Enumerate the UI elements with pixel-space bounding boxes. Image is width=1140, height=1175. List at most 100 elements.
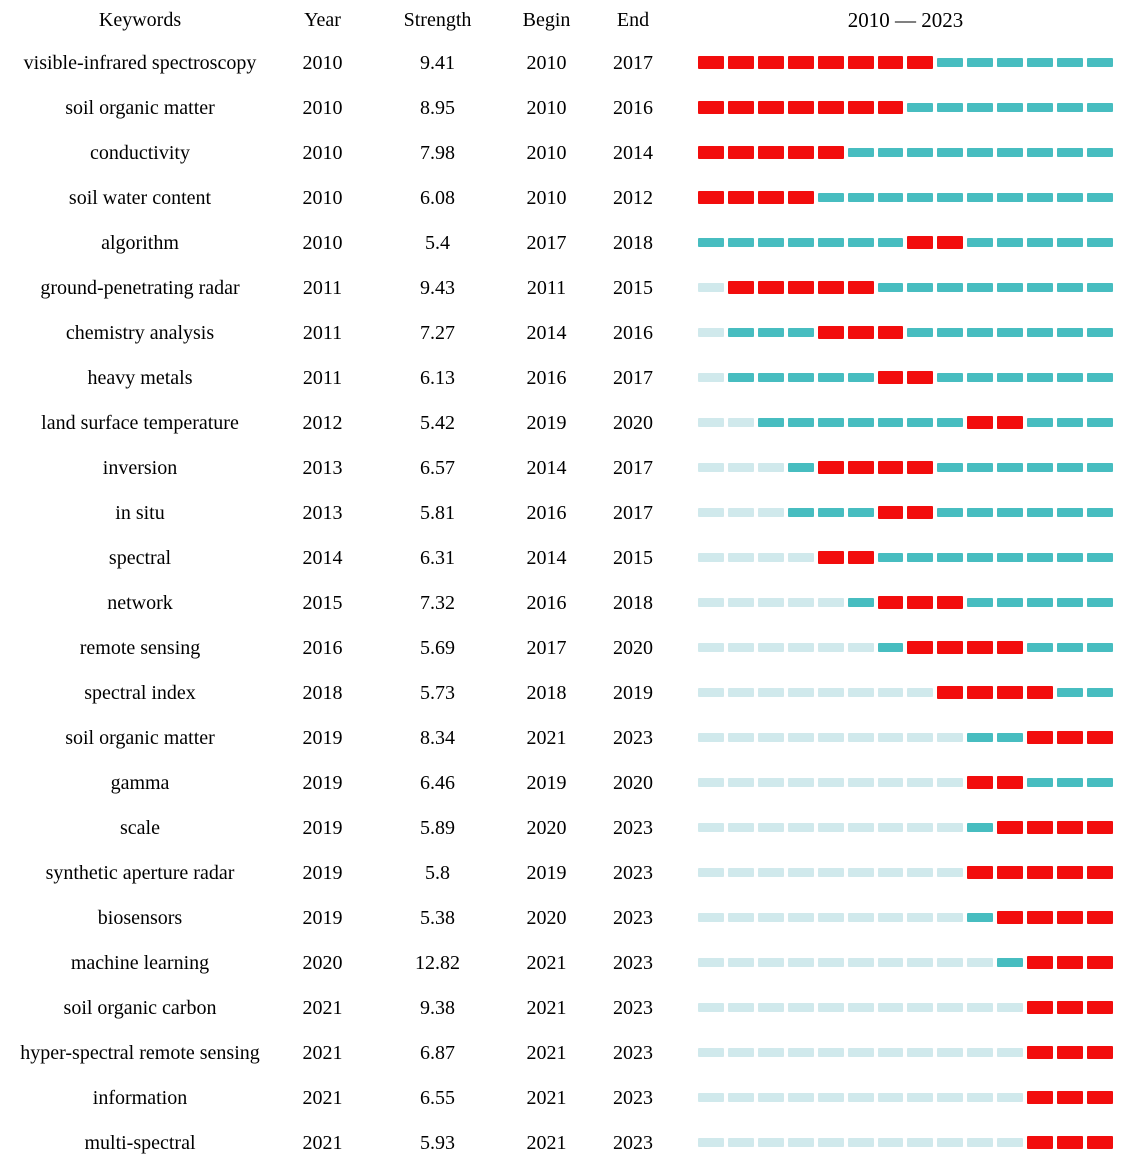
table-row: scale 2019 5.89 2020 2023 bbox=[0, 805, 1140, 850]
inactive-year-segment bbox=[877, 1138, 904, 1147]
active-year-segment bbox=[877, 283, 904, 292]
burst-year-segment bbox=[1057, 866, 1083, 879]
inactive-year-segment bbox=[727, 1003, 754, 1012]
end-cell: 2019 bbox=[613, 681, 653, 704]
keyword-cell: machine learning bbox=[70, 951, 210, 974]
inactive-year-segment bbox=[817, 1093, 844, 1102]
end-cell: 2023 bbox=[613, 1086, 653, 1109]
burst-year-segment bbox=[1057, 821, 1083, 834]
inactive-year-segment bbox=[817, 643, 844, 652]
timeline-cell bbox=[683, 55, 1140, 71]
burst-year-segment bbox=[1086, 731, 1113, 744]
active-year-segment bbox=[757, 238, 784, 247]
timeline-cell bbox=[683, 235, 1140, 251]
begin-cell: 2010 bbox=[526, 96, 567, 119]
inactive-year-segment bbox=[877, 1093, 904, 1102]
keyword-cell: in situ bbox=[115, 501, 165, 524]
table-row: visible-infrared spectroscopy 2010 9.41 201… bbox=[0, 40, 1140, 85]
burst-year-segment bbox=[967, 686, 994, 699]
burst-year-segment bbox=[817, 326, 844, 339]
inactive-year-segment bbox=[967, 1138, 994, 1147]
strength-cell: 5.81 bbox=[420, 501, 455, 524]
inactive-year-segment bbox=[847, 958, 874, 967]
col-header-end: End bbox=[616, 9, 650, 31]
inactive-year-segment bbox=[727, 778, 754, 787]
strength-cell: 6.08 bbox=[420, 186, 455, 209]
burst-year-segment bbox=[1086, 1091, 1113, 1104]
inactive-year-segment bbox=[787, 868, 814, 877]
year-cell: 2021 bbox=[302, 1086, 343, 1109]
year-cell: 2019 bbox=[302, 816, 343, 839]
inactive-year-segment bbox=[847, 1093, 874, 1102]
inactive-year-segment bbox=[877, 1003, 904, 1012]
strength-cell: 8.34 bbox=[420, 726, 455, 749]
inactive-year-segment bbox=[787, 1093, 814, 1102]
timeline-cell bbox=[683, 325, 1140, 341]
end-cell: 2012 bbox=[613, 186, 653, 209]
burst-timeline-bar bbox=[698, 595, 1113, 611]
inactive-year-segment bbox=[757, 1048, 784, 1057]
burst-timeline-bar bbox=[698, 1000, 1113, 1016]
active-year-segment bbox=[1027, 463, 1054, 472]
active-year-segment bbox=[1057, 553, 1083, 562]
inactive-year-segment bbox=[907, 1048, 934, 1057]
active-year-segment bbox=[757, 373, 784, 382]
inactive-year-segment bbox=[877, 823, 904, 832]
inactive-year-segment bbox=[757, 598, 784, 607]
year-cell: 2016 bbox=[302, 636, 343, 659]
active-year-segment bbox=[1027, 148, 1054, 157]
burst-timeline-bar bbox=[698, 865, 1113, 881]
active-year-segment bbox=[787, 238, 814, 247]
timeline-cell bbox=[683, 505, 1140, 521]
burst-year-segment bbox=[847, 281, 874, 294]
keyword-cell: heavy metals bbox=[87, 366, 193, 389]
inactive-year-segment bbox=[698, 1138, 724, 1147]
burst-year-segment bbox=[1057, 1046, 1083, 1059]
inactive-year-segment bbox=[727, 1048, 754, 1057]
keyword-cell: chemistry analysis bbox=[65, 321, 215, 344]
inactive-year-segment bbox=[937, 1093, 964, 1102]
inactive-year-segment bbox=[907, 958, 934, 967]
burst-year-segment bbox=[1027, 1136, 1054, 1149]
begin-cell: 2017 bbox=[526, 231, 567, 254]
burst-year-segment bbox=[1086, 1001, 1113, 1014]
inactive-year-segment bbox=[757, 553, 784, 562]
active-year-segment bbox=[1027, 58, 1054, 67]
strength-cell: 12.82 bbox=[415, 951, 460, 974]
active-year-segment bbox=[937, 328, 964, 337]
strength-cell: 9.38 bbox=[420, 996, 455, 1019]
timeline-cell bbox=[683, 685, 1140, 701]
active-year-segment bbox=[1086, 643, 1113, 652]
burst-year-segment bbox=[1086, 956, 1113, 969]
burst-year-segment bbox=[1057, 911, 1083, 924]
active-year-segment bbox=[817, 193, 844, 202]
strength-cell: 6.46 bbox=[420, 771, 455, 794]
burst-year-segment bbox=[967, 416, 994, 429]
keyword-cell: biosensors bbox=[97, 906, 183, 929]
active-year-segment bbox=[727, 328, 754, 337]
active-year-segment bbox=[937, 58, 964, 67]
burst-year-segment bbox=[817, 101, 844, 114]
table-row: machine learning 2020 12.82 2021 2023 bbox=[0, 940, 1140, 985]
inactive-year-segment bbox=[727, 598, 754, 607]
active-year-segment bbox=[997, 283, 1024, 292]
end-cell: 2023 bbox=[613, 1041, 653, 1064]
inactive-year-segment bbox=[847, 1138, 874, 1147]
keyword-cell: spectral bbox=[108, 546, 172, 569]
burst-year-segment bbox=[817, 281, 844, 294]
strength-cell: 5.42 bbox=[420, 411, 455, 434]
strength-cell: 6.55 bbox=[420, 1086, 455, 1109]
end-cell: 2020 bbox=[613, 411, 653, 434]
inactive-year-segment bbox=[787, 1138, 814, 1147]
burst-year-segment bbox=[907, 236, 934, 249]
burst-year-segment bbox=[1086, 821, 1113, 834]
year-cell: 2010 bbox=[302, 51, 343, 74]
burst-year-segment bbox=[1057, 1001, 1083, 1014]
begin-cell: 2016 bbox=[526, 501, 567, 524]
burst-year-segment bbox=[877, 56, 904, 69]
begin-cell: 2014 bbox=[526, 456, 567, 479]
burst-year-segment bbox=[1027, 686, 1054, 699]
inactive-year-segment bbox=[907, 1138, 934, 1147]
begin-cell: 2019 bbox=[526, 411, 567, 434]
active-year-segment bbox=[1027, 778, 1054, 787]
